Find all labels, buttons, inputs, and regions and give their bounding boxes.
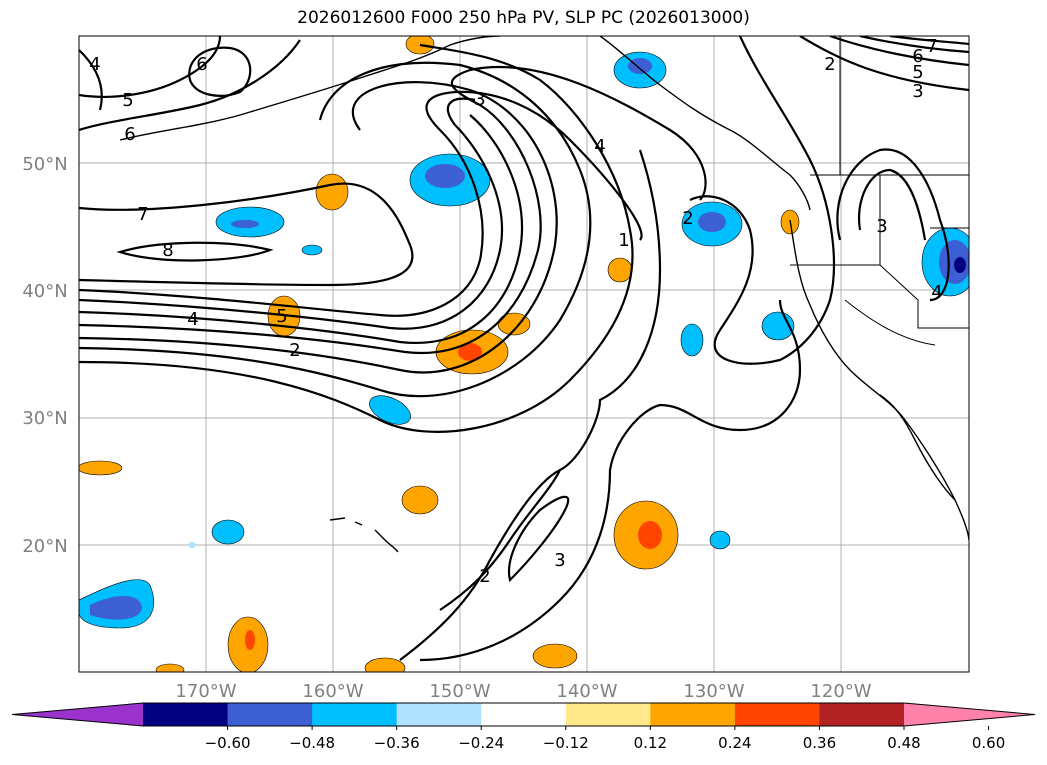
contour-label: 4 — [931, 282, 942, 303]
contour-label: 3 — [554, 550, 565, 571]
colorbar-segment — [481, 703, 567, 726]
lon-tick-label: 130°W — [683, 681, 744, 702]
contour-label: 7 — [926, 36, 937, 57]
colorbar-tick-label: 0.60 — [972, 734, 1005, 752]
colorbar-segment — [227, 703, 313, 726]
contour-label: 6 — [124, 124, 135, 145]
contour-label: 2 — [479, 566, 490, 587]
contour-label: 2 — [682, 208, 693, 229]
lon-tick-label: 150°W — [429, 681, 490, 702]
contour-label: 5 — [912, 62, 923, 83]
colorbar-tick-label: −0.36 — [374, 734, 420, 752]
contour-label: 4 — [187, 309, 198, 330]
colorbar-tick-label: 0.48 — [887, 734, 920, 752]
contour-label: 8 — [162, 240, 173, 261]
colorbar-tick-label: −0.60 — [205, 734, 251, 752]
lon-tick-label: 120°W — [810, 681, 871, 702]
lat-tick-label: 30°N — [22, 408, 67, 429]
pv-positive-area — [315, 173, 349, 211]
contour-label: 6 — [196, 54, 207, 75]
contour-label: 4 — [594, 136, 605, 157]
colorbar-tick-label: 0.36 — [803, 734, 836, 752]
colorbar-outline — [11, 702, 1036, 727]
pv-shading — [79, 36, 969, 672]
colorbar-tick-label: −0.24 — [458, 734, 504, 752]
colorbar-tick-label: 0.12 — [634, 734, 667, 752]
contour-label: 2 — [824, 54, 835, 75]
contour-label: 4 — [89, 54, 100, 75]
political-borders — [790, 36, 969, 346]
contour-label: 2 — [289, 340, 300, 361]
colorbar-segment — [143, 703, 229, 726]
colorbar: −0.60 −0.48 −0.36 −0.24 −0.12 0.12 0.24 0.36 0.4… — [11, 702, 1036, 752]
map-title: 2026012600 F000 250 hPa PV, SLP PC (2026… — [297, 8, 750, 28]
colorbar-segment — [312, 703, 398, 726]
lon-tick-label: 160°W — [302, 681, 363, 702]
map-frame — [78, 35, 970, 673]
colorbar-segment — [396, 703, 482, 726]
lat-tick-label: 40°N — [22, 281, 67, 302]
contour-label: 3 — [474, 89, 485, 110]
colorbar-tick-label: 0.24 — [718, 734, 751, 752]
contour-label: 5 — [122, 90, 133, 111]
contour-label: 3 — [912, 81, 923, 102]
lat-tick-label: 50°N — [22, 154, 67, 175]
colorbar-segment — [819, 703, 905, 726]
contour-label: 6 — [912, 46, 923, 67]
colorbar-extend-low — [12, 703, 143, 726]
colorbar-segment — [734, 703, 820, 726]
lat-tick-label: 20°N — [22, 536, 67, 557]
slp-contours — [79, 36, 969, 662]
contour-label: 3 — [876, 216, 887, 237]
contour-label: 5 — [276, 306, 287, 327]
colorbar-tick-label: −0.48 — [289, 734, 335, 752]
lon-tick-label: 140°W — [556, 681, 617, 702]
contour-labels: 4 5 6 6 7 8 4 5 2 3 4 1 2 2 3 2 3 5 6 7 … — [89, 36, 942, 587]
colorbar-segment — [650, 703, 736, 726]
contour-label: 7 — [137, 204, 148, 225]
colorbar-segment — [565, 703, 651, 726]
pv-positive-area — [401, 485, 439, 515]
lon-tick-label: 170°W — [175, 681, 236, 702]
colorbar-tick-label: −0.12 — [543, 734, 589, 752]
contour-label: 1 — [618, 230, 629, 251]
map-plot-area — [79, 36, 969, 672]
colorbar-extend-high — [904, 703, 1035, 726]
